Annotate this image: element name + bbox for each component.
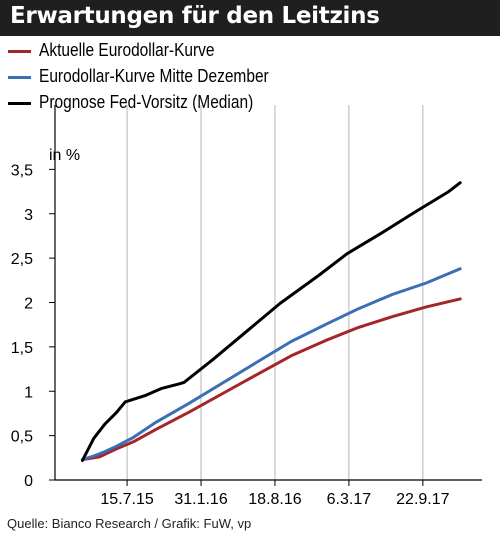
y-tick-label-2: 1 [24, 384, 33, 401]
title-bar: Erwartungen für den Leitzins [0, 0, 500, 36]
series-line-0 [80, 297, 462, 462]
y-tick-label-4: 2 [24, 296, 33, 313]
y-axis-unit-label: in % [49, 147, 80, 164]
x-tick-label-0: 15.7.15 [100, 491, 153, 508]
y-tick-label-7: 3,5 [11, 162, 33, 179]
y-tick-label-1: 0,5 [11, 429, 33, 446]
y-tick-label-3: 1,5 [11, 340, 33, 357]
legend-swatch-aktuelle [8, 50, 31, 53]
legend-label-aktuelle: Aktuelle Eurodollar-Kurve [39, 40, 215, 60]
series-line-1 [80, 267, 462, 462]
x-tick-label-1: 31.1.16 [174, 491, 227, 508]
y-tick-label-5: 2,5 [11, 251, 33, 268]
x-tick-label-3: 6.3.17 [327, 491, 372, 508]
source-credit: Quelle: Bianco Research / Grafik: FuW, v… [7, 516, 252, 531]
x-tick-label-2: 18.8.16 [248, 491, 301, 508]
x-tick-label-4: 22.9.17 [396, 491, 449, 508]
y-tick-label-6: 3 [24, 207, 33, 224]
legend-label-prognose: Prognose Fed-Vorsitz (Median) [39, 92, 254, 112]
series-line-2 [80, 181, 462, 462]
chart-title: Erwartungen für den Leitzins [10, 3, 380, 29]
legend-swatch-prognose [8, 102, 31, 105]
y-tick-label-0: 0 [24, 473, 33, 490]
legend-label-mitte-dezember: Eurodollar-Kurve Mitte Dezember [39, 66, 269, 86]
legend-swatch-mitte-dezember [8, 76, 31, 79]
